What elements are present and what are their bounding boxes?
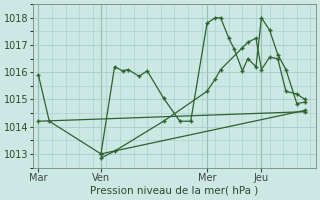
X-axis label: Pression niveau de la mer( hPa ): Pression niveau de la mer( hPa ): [90, 186, 259, 196]
